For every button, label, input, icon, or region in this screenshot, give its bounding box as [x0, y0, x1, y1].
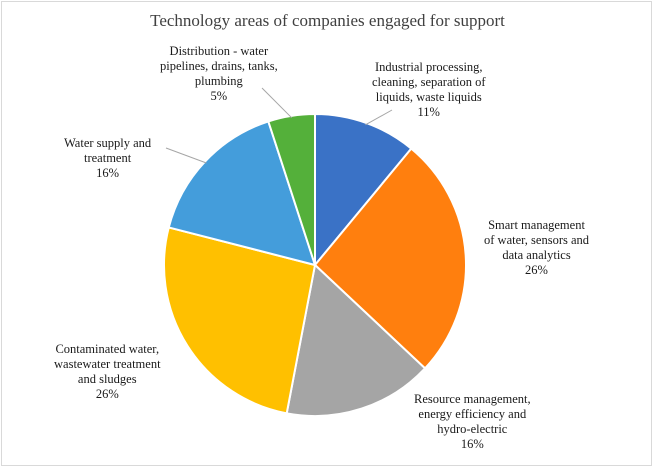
slice-label-water-supply: Water supply and treatment 16%: [64, 136, 151, 181]
slice-label-industrial-processing: Industrial processing, cleaning, separat…: [372, 60, 486, 120]
slice-percent: 11%: [417, 105, 440, 119]
leader-line-distribution: [261, 87, 293, 119]
leader-line-water-supply: [165, 147, 207, 164]
slice-label-contaminated-water: Contaminated water, wastewater treatment…: [54, 342, 161, 402]
slice-name: Distribution - water pipelines, drains, …: [160, 44, 278, 88]
leader-line-industrial-processing: [365, 109, 393, 126]
pie-slice-industrial-processing: [314, 112, 413, 268]
slice-percent: 16%: [460, 437, 484, 451]
pie-slice-contaminated-water: [163, 226, 317, 415]
slice-name: Contaminated water, wastewater treatment…: [54, 342, 161, 386]
slice-percent: 16%: [96, 166, 120, 180]
slice-label-smart-management: Smart management of water, sensors and d…: [484, 218, 589, 278]
slice-percent: 26%: [525, 263, 548, 277]
pie-slice-resource-management: [285, 263, 427, 417]
slice-name: Industrial processing, cleaning, separat…: [372, 60, 486, 104]
pie-slice-water-supply: [167, 120, 317, 267]
slice-label-distribution: Distribution - water pipelines, drains, …: [160, 44, 278, 104]
slice-percent: 5%: [210, 89, 228, 103]
slice-name: Smart management of water, sensors and d…: [484, 218, 590, 262]
slice-label-resource-management: Resource management, energy efficiency a…: [414, 392, 531, 452]
slice-percent: 26%: [95, 387, 119, 401]
pie-slice-distribution: [267, 112, 316, 266]
slice-name: Water supply and treatment: [64, 136, 152, 165]
pie-slice-smart-management: [313, 147, 467, 370]
chart-title: Technology areas of companies engaged fo…: [150, 11, 505, 30]
slice-name: Resource management, energy efficiency a…: [414, 392, 531, 436]
